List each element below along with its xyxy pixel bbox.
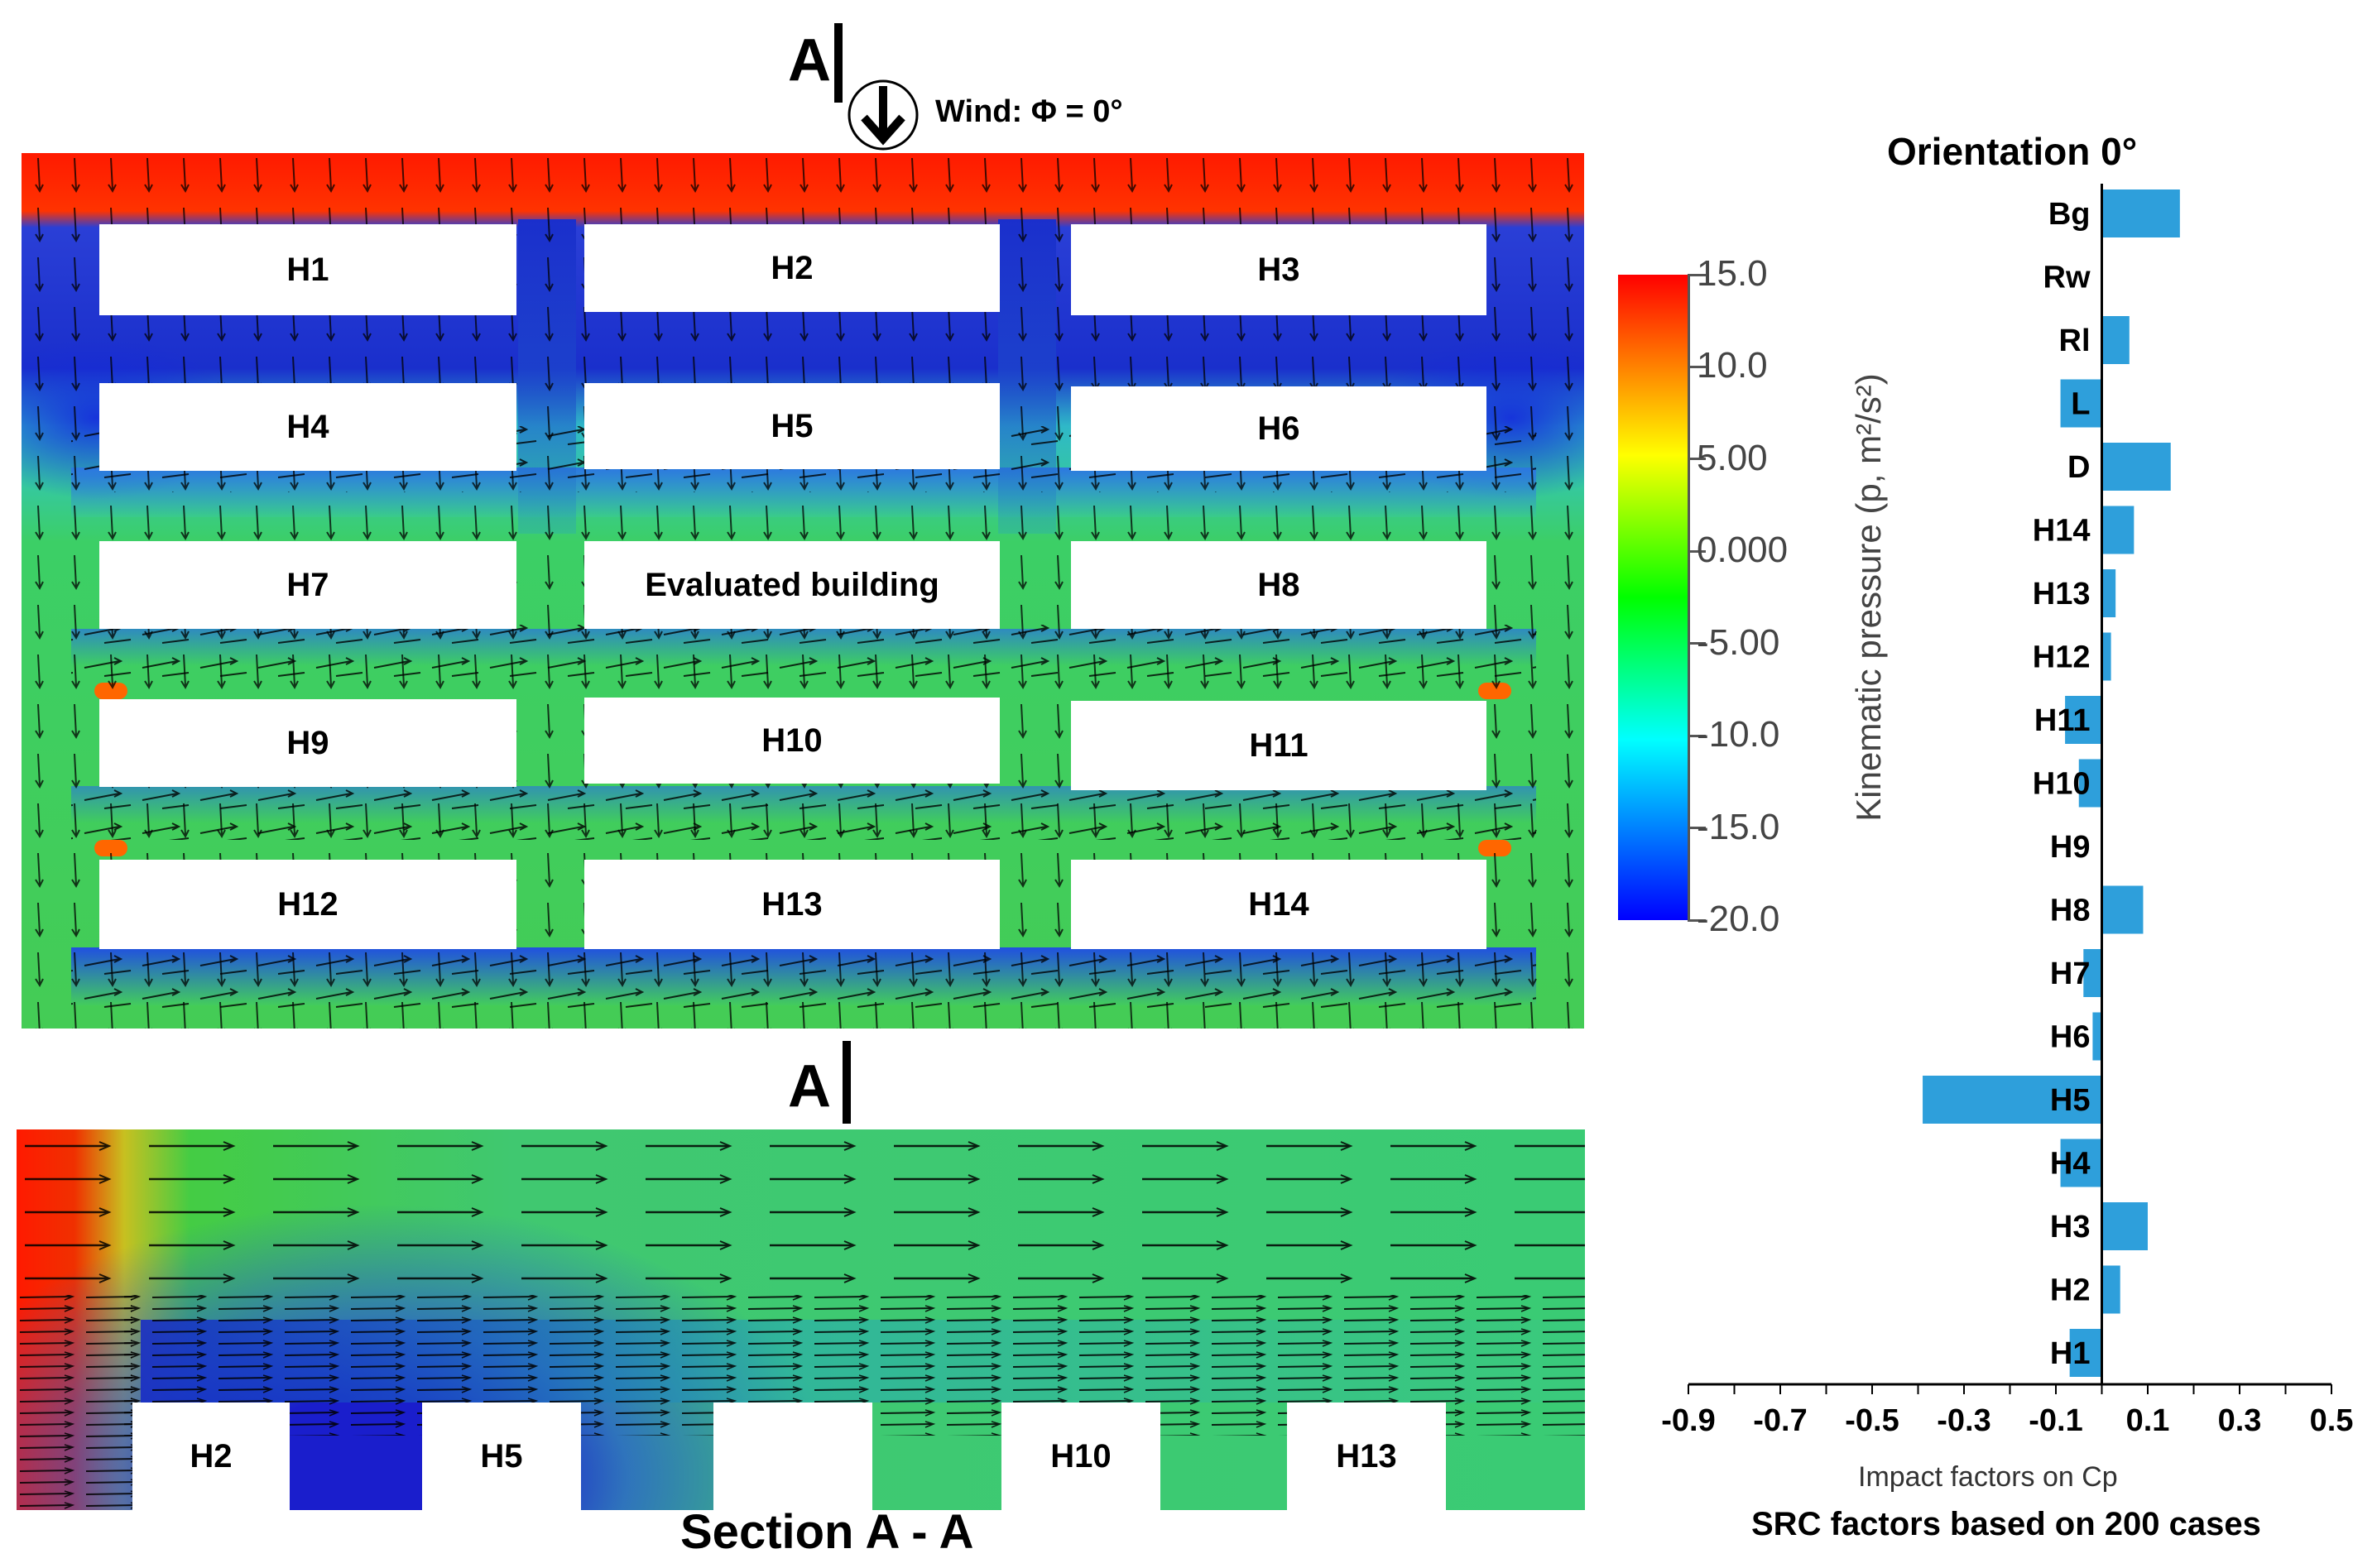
bar-label-h14: H14 — [2033, 514, 2091, 549]
bar-label-bg: Bg — [2048, 197, 2091, 232]
bar-h6 — [2092, 1012, 2102, 1061]
x-tick-label: -0.9 — [1661, 1403, 1715, 1438]
x-tick-label: 0.5 — [2310, 1403, 2353, 1438]
building-h8: H8 — [1071, 541, 1486, 629]
colorbar-tick-mark — [1688, 827, 1706, 830]
section-building-evaluated — [713, 1403, 872, 1510]
bar-label-h7: H7 — [2050, 957, 2091, 991]
bar-label-h3: H3 — [2050, 1210, 2091, 1244]
building-h9: H9 — [99, 699, 516, 787]
bar-rl — [2101, 316, 2130, 364]
section-title: Section A - A — [680, 1505, 974, 1559]
plan-view-contour: H1 H2 H3 H4 H5 H6 H7 Evaluated building … — [22, 153, 1584, 1029]
bar-label-h8: H8 — [2050, 894, 2091, 928]
chart-xlabel: Impact factors on Cp — [1858, 1461, 2118, 1493]
bar-label-h5: H5 — [2050, 1083, 2091, 1118]
section-marker-top-line — [834, 23, 843, 103]
colorbar-tick-mark — [1688, 642, 1706, 645]
chart-caption: SRC factors based on 200 cases — [1751, 1506, 2261, 1542]
colorbar-tick-mark — [1688, 365, 1706, 368]
building-h6: H6 — [1071, 386, 1486, 471]
colorbar-tick-label: 15.0 — [1697, 253, 1768, 294]
bar-label-h1: H1 — [2050, 1336, 2091, 1371]
bar-h11 — [2065, 696, 2102, 744]
bar-l — [2060, 379, 2102, 428]
colorbar-tick-label: 0.000 — [1697, 530, 1789, 571]
bar-h4 — [2060, 1139, 2102, 1187]
colorbar-tick-label: 5.00 — [1697, 437, 1768, 478]
building-evaluated: Evaluated building — [584, 541, 1000, 629]
section-marker-top: A — [788, 27, 831, 94]
building-h14: H14 — [1071, 860, 1486, 949]
bar-label-h10: H10 — [2033, 767, 2091, 802]
bar-label-h9: H9 — [2050, 830, 2091, 865]
section-marker-mid-line — [843, 1041, 851, 1124]
bar-h3 — [2101, 1202, 2148, 1250]
colorbar-tick-label: -10.0 — [1697, 714, 1780, 755]
colorbar-tick-label: -15.0 — [1697, 806, 1780, 847]
section-building-h2: H2 — [132, 1403, 290, 1510]
bar-h14 — [2101, 506, 2135, 554]
bar-h1 — [2069, 1329, 2102, 1377]
building-h10: H10 — [584, 698, 1000, 784]
building-h4: H4 — [99, 383, 516, 471]
bar-label-h11: H11 — [2034, 703, 2091, 738]
colorbar-tick-mark — [1688, 918, 1706, 922]
colorbar-tick-mark — [1688, 549, 1706, 553]
x-tick-label: 0.3 — [2218, 1403, 2262, 1438]
bar-label-h4: H4 — [2050, 1147, 2091, 1182]
building-h5: H5 — [584, 383, 1000, 469]
building-h2: H2 — [584, 224, 1000, 312]
bar-label-rw: Rw — [2043, 261, 2091, 295]
bar-h7 — [2083, 949, 2102, 997]
src-bar-chart: Bg Rw Rl LD H14 H13 H12 H11 H10 H9 H8 H7 H6 H5 H4 H3 H2 H… — [1661, 184, 2353, 1438]
bar-label-rl: Rl — [2059, 324, 2091, 358]
wind-label: Wind: Φ = 0° — [935, 94, 1123, 129]
bar-label-l: L — [2071, 387, 2090, 422]
bar-h2 — [2101, 1265, 2120, 1314]
bar-label-d: D — [2067, 450, 2090, 485]
colorbar-tick-mark — [1688, 734, 1706, 737]
x-tick-label: 0.1 — [2126, 1403, 2170, 1438]
bar-label-h2: H2 — [2050, 1273, 2091, 1308]
section-building-h10: H10 — [1001, 1403, 1160, 1510]
wind-arrow-icon — [848, 79, 919, 151]
x-tick-label: -0.5 — [1845, 1403, 1899, 1438]
section-marker-mid: A — [788, 1053, 831, 1120]
building-h11: H11 — [1071, 701, 1486, 790]
x-tick-label: -0.7 — [1753, 1403, 1807, 1438]
bar-h5 — [1923, 1076, 2102, 1124]
x-tick-label: -0.3 — [1937, 1403, 1990, 1438]
colorbar-tick-mark — [1688, 458, 1706, 461]
bar-d — [2101, 443, 2171, 491]
colorbar-tick-label: -5.00 — [1697, 621, 1780, 663]
chart-title: Orientation 0° — [1887, 130, 2138, 173]
bar-label-h12: H12 — [2033, 640, 2091, 675]
colorbar-tick-label: -20.0 — [1697, 899, 1780, 939]
bar-h12 — [2101, 632, 2111, 681]
building-h12: H12 — [99, 860, 516, 949]
section-building-h13: H13 — [1287, 1403, 1446, 1510]
building-h13: H13 — [584, 860, 1000, 949]
building-h7: H7 — [99, 541, 516, 629]
bar-h10 — [2078, 759, 2102, 808]
colorbar-gradient — [1618, 275, 1688, 920]
colorbar-tick-label: 10.0 — [1697, 345, 1768, 386]
building-h3: H3 — [1071, 224, 1486, 315]
bar-h13 — [2101, 569, 2116, 617]
colorbar-tick-mark — [1688, 273, 1706, 276]
section-building-h5: H5 — [422, 1403, 581, 1510]
bar-label-h13: H13 — [2033, 577, 2091, 611]
bar-label-h6: H6 — [2050, 1020, 2091, 1055]
bar-h8 — [2101, 885, 2144, 934]
section-view-contour: H2 H5 H10 H13 — [17, 1129, 1585, 1510]
bar-bg — [2101, 189, 2180, 237]
building-h1: H1 — [99, 224, 516, 315]
x-tick-label: -0.1 — [2029, 1403, 2082, 1438]
